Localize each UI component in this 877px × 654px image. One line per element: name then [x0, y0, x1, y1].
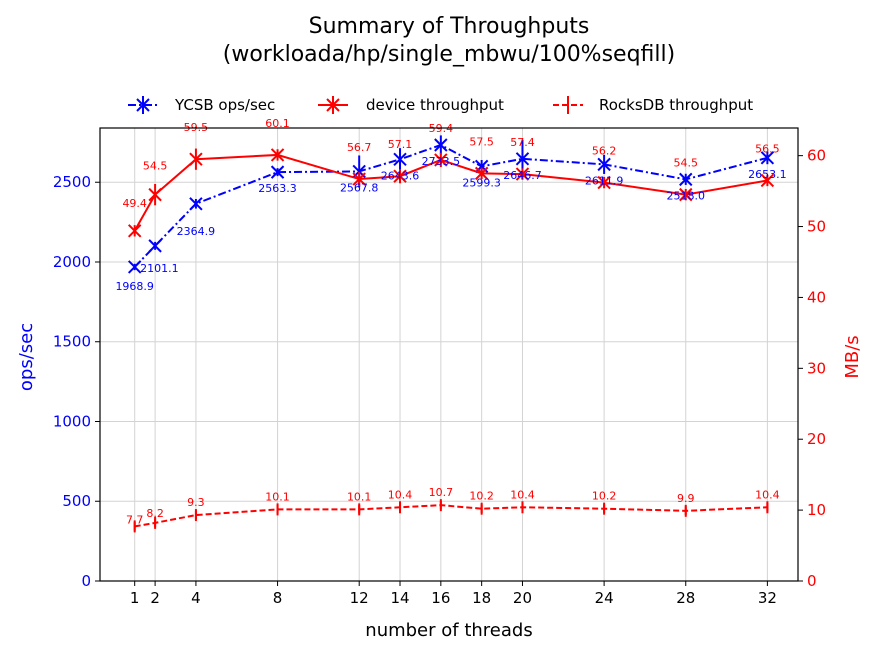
y2-tick-label: 20 [807, 430, 826, 448]
data-labels: 1968.9 2101.1 2364.9 2563.3 2567.82643.62733… [115, 117, 786, 526]
data-point [597, 157, 611, 172]
series-line-rocksdb-throughput [134, 504, 768, 528]
data-label: 56.5 [755, 142, 780, 155]
y-tick-label: 2500 [53, 173, 91, 191]
data-point [393, 169, 407, 183]
data-point [434, 138, 448, 152]
data-label: 10.1 [347, 490, 372, 503]
x-tick-label: 32 [758, 589, 777, 607]
series-line-device-throughput [133, 153, 768, 232]
data-point [474, 166, 489, 181]
data-label: 54.5 [673, 157, 698, 170]
data-point [270, 165, 285, 179]
x-tick-label: 28 [676, 589, 695, 607]
data-label: 7.7 [126, 513, 144, 526]
y-tick-label: 2000 [53, 253, 91, 271]
data-label: 2733.5 [422, 155, 461, 168]
data-label: 10.4 [510, 488, 535, 501]
data-point [515, 167, 530, 181]
x-tick-label: 1 [130, 589, 140, 607]
data-point [760, 173, 775, 188]
data-label: 2567.8 [340, 181, 379, 194]
data-label: 2563.3 [258, 182, 297, 195]
data-label: 10.2 [592, 490, 617, 503]
data-label: 2518.0 [666, 189, 705, 202]
legend-label-rocksdb: RocksDB throughput [599, 96, 753, 114]
x-tick-label: 18 [472, 589, 491, 607]
data-point [148, 187, 162, 202]
legend-label-ycsb: YCSB ops/sec [174, 96, 275, 114]
data-label: 56.7 [347, 141, 372, 154]
data-label: 2646.7 [503, 169, 542, 182]
x-tick-label: 2 [150, 589, 160, 607]
plot-frame [99, 127, 799, 582]
y-tick-label: 1500 [53, 333, 91, 351]
data-point [393, 152, 407, 167]
y2-tick-label: 40 [807, 288, 826, 306]
data-label: 57.4 [510, 136, 535, 149]
data-point [515, 152, 530, 166]
data-point [434, 153, 448, 167]
data-label: 10.4 [755, 488, 780, 501]
series-line-ycsb-ops-sec [133, 143, 768, 268]
data-label: 9.3 [187, 496, 205, 509]
x-axis-label: number of threads [365, 620, 532, 641]
y2-tick-label: 50 [807, 218, 826, 236]
data-point [597, 175, 611, 190]
y2-tick-label: 60 [807, 147, 826, 165]
x-tick-label: 12 [350, 589, 369, 607]
data-label: 1968.9 [115, 280, 154, 293]
chart-subtitle: (workloada/hp/single_mbwu/100%seqfill) [223, 42, 675, 67]
data-label: 2599.3 [462, 176, 501, 189]
data-label: 10.7 [429, 486, 454, 499]
data-label: 54.5 [143, 160, 168, 173]
y-tick-label: 0 [81, 572, 91, 590]
y-tick-label: 500 [62, 492, 91, 510]
data-label: 60.1 [265, 117, 290, 130]
data-point [679, 187, 693, 202]
x-tick-label: 4 [191, 589, 201, 607]
axes: 1 2 4 8 12 14 16 18 20 24 28 3205001000150020002500… [53, 127, 826, 607]
data-point [148, 239, 162, 253]
data-point [127, 224, 142, 238]
data-point [127, 260, 142, 274]
data-label: 10.4 [388, 488, 413, 501]
data-point [270, 148, 285, 162]
data-point [679, 172, 693, 187]
data-point [189, 197, 203, 211]
y2-axis-label: MB/s [842, 335, 863, 378]
data-point [760, 151, 775, 165]
data-label: 57.5 [469, 135, 494, 148]
y2-tick-label: 30 [807, 359, 826, 377]
x-tick-label: 16 [431, 589, 450, 607]
data-label: 2611.9 [585, 174, 624, 187]
data-label: 56.2 [592, 145, 617, 158]
series-layer [127, 135, 775, 533]
x-tick-label: 24 [595, 589, 614, 607]
data-label: 10.2 [469, 490, 494, 503]
data-label: 10.1 [265, 490, 290, 503]
y2-tick-label: 0 [807, 572, 817, 590]
data-label: 2101.1 [140, 262, 179, 275]
y2-tick-label: 10 [807, 501, 826, 519]
data-label: 2643.6 [381, 169, 420, 182]
legend-label-device: device throughput [366, 96, 504, 114]
x-tick-label: 8 [273, 589, 283, 607]
data-point [189, 152, 203, 166]
y-tick-label: 1000 [53, 412, 91, 430]
data-label: 9.9 [677, 492, 695, 505]
data-label: 2364.9 [177, 225, 216, 238]
data-point [352, 172, 366, 186]
data-label: 2653.1 [748, 168, 787, 181]
x-tick-label: 20 [513, 589, 532, 607]
data-label: 49.4 [122, 197, 147, 210]
y-axis-label: ops/sec [16, 323, 37, 391]
x-tick-label: 14 [390, 589, 409, 607]
data-label: 57.1 [388, 138, 413, 151]
data-label: 8.2 [146, 507, 164, 520]
legend: YCSB ops/sec device throughput RocksDB t… [128, 96, 753, 114]
chart-title: Summary of Throughputs [309, 14, 590, 39]
